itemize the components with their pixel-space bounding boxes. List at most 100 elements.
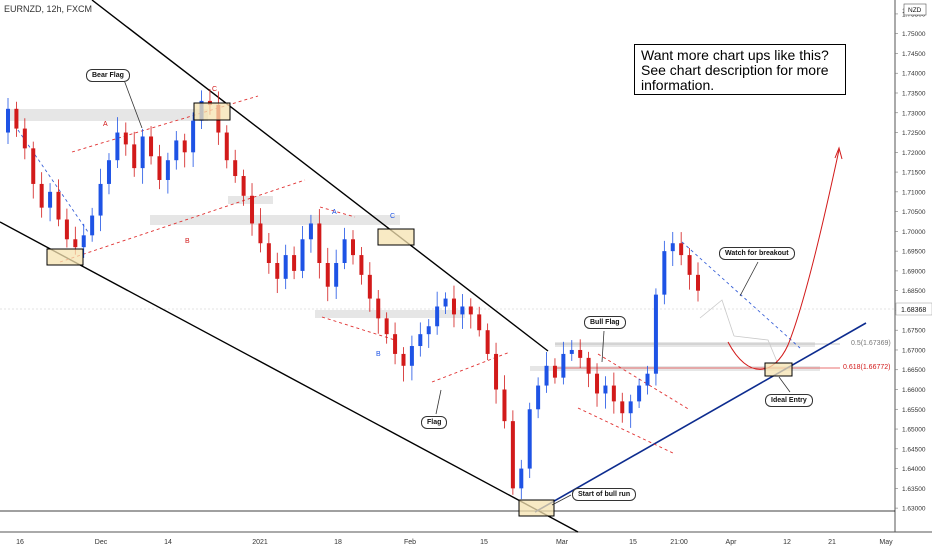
wave-label-c1: C	[212, 86, 217, 93]
x-tick-label: 15	[480, 539, 488, 546]
bull-flag-upper	[597, 353, 691, 411]
candle-body	[586, 357, 591, 374]
bull-flag-callout: Bull Flag	[584, 316, 626, 329]
candle-body	[544, 365, 549, 386]
candle-body	[603, 385, 608, 394]
y-tick-label: 1.69000	[902, 268, 926, 275]
candle-body	[275, 263, 280, 279]
candle-body	[620, 401, 625, 414]
y-tick-label: 1.63500	[902, 486, 926, 493]
y-tick-label: 1.73000	[902, 110, 926, 117]
flag-lower-2	[321, 316, 396, 341]
ideal-entry-callout: Ideal Entry	[765, 394, 813, 407]
info-line-2: See chart description for more	[641, 62, 829, 78]
candle-body	[494, 353, 499, 390]
bear-flag-pointer	[123, 79, 143, 129]
candle-body	[418, 334, 423, 347]
candle-body	[679, 243, 684, 256]
x-tick-label: Feb	[404, 539, 416, 546]
candle-body	[443, 298, 448, 307]
start-pointer	[551, 494, 572, 506]
candle-body	[477, 314, 482, 331]
candle-body	[241, 176, 246, 196]
y-tick-label: 1.65000	[902, 427, 926, 434]
y-tick-label: 1.67000	[902, 347, 926, 354]
blue-dash-left	[17, 129, 89, 233]
candle-body	[6, 108, 10, 133]
candle-body	[258, 223, 263, 244]
candle-body	[140, 136, 145, 169]
candle-body	[48, 191, 53, 208]
price-axis: 1.755001.750001.745001.740001.735001.730…	[895, 8, 926, 513]
y-tick-label: 1.73500	[902, 91, 926, 98]
zone-bull-right	[530, 366, 820, 371]
x-tick-label: Mar	[556, 539, 569, 546]
y-tick-label: 1.71000	[902, 189, 926, 196]
support-trendline	[534, 322, 867, 513]
info-line-3: information.	[641, 77, 715, 93]
chart-symbol-title: EURNZD, 12h, FXCM	[4, 4, 93, 14]
y-tick-label: 1.70000	[902, 229, 926, 236]
candle-body	[611, 385, 616, 402]
candle-body	[106, 160, 111, 184]
y-tick-label: 1.74500	[902, 51, 926, 58]
candle-body	[224, 132, 229, 161]
y-tick-label: 1.68500	[902, 288, 926, 295]
y-tick-label: 1.64500	[902, 446, 926, 453]
y-tick-label: 1.65500	[902, 407, 926, 414]
candle-body	[485, 330, 490, 354]
candle-body	[435, 306, 440, 327]
candle-body	[90, 215, 95, 236]
box-ideal-entry	[764, 362, 793, 377]
candle-body	[510, 421, 515, 489]
flag-pointer	[435, 389, 442, 415]
candle-body	[426, 326, 431, 335]
candle-body	[182, 140, 187, 153]
candle-body	[409, 346, 414, 366]
fib-0618-label: 0.618(1.66772)	[843, 364, 890, 371]
currency-badge: NZD	[908, 7, 922, 14]
x-tick-label: 21	[828, 539, 836, 546]
candle-body	[81, 235, 86, 248]
candle-body	[22, 128, 27, 149]
y-tick-label: 1.69500	[902, 249, 926, 256]
candle-body	[64, 219, 69, 240]
box-low-left	[46, 248, 84, 266]
current-price-value: 1.68368	[901, 307, 926, 314]
wave-label-b2: B	[376, 351, 381, 358]
candle-body	[334, 263, 339, 287]
x-tick-label: 16	[16, 539, 24, 546]
candle-body	[519, 468, 524, 489]
x-tick-label: 2021	[252, 539, 268, 546]
projected-arrowhead	[834, 146, 843, 160]
candle-body	[132, 144, 137, 169]
candle-body	[569, 349, 574, 354]
blue-dashed-lines	[17, 129, 801, 349]
candle-body	[552, 365, 557, 378]
wedge-line	[319, 206, 356, 218]
candle-body	[578, 349, 583, 358]
flag-callout: Flag	[421, 416, 448, 429]
candle-body	[115, 132, 120, 161]
wave-label-a2: A	[332, 209, 337, 216]
current-price-tag	[895, 302, 932, 316]
candle-body	[561, 353, 566, 378]
candle-body	[376, 298, 381, 319]
info-line-1: Want more chart ups like this?	[641, 47, 829, 63]
candle-body	[502, 389, 507, 422]
flag-lines	[59, 95, 691, 455]
bear-flag-callout: Bear Flag	[86, 69, 130, 82]
x-tick-label: 14	[164, 539, 172, 546]
candle-body	[359, 255, 364, 275]
candle-body	[98, 183, 103, 216]
lower-trendline	[0, 221, 579, 533]
candle-body	[645, 373, 650, 386]
y-tick-label: 1.71500	[902, 170, 926, 177]
candle-body	[536, 385, 541, 410]
candle-body	[149, 136, 154, 157]
zone-mid-left	[150, 215, 400, 225]
y-tick-label: 1.66000	[902, 387, 926, 394]
y-tick-label: 1.63000	[902, 506, 926, 513]
candle-body	[460, 306, 465, 315]
